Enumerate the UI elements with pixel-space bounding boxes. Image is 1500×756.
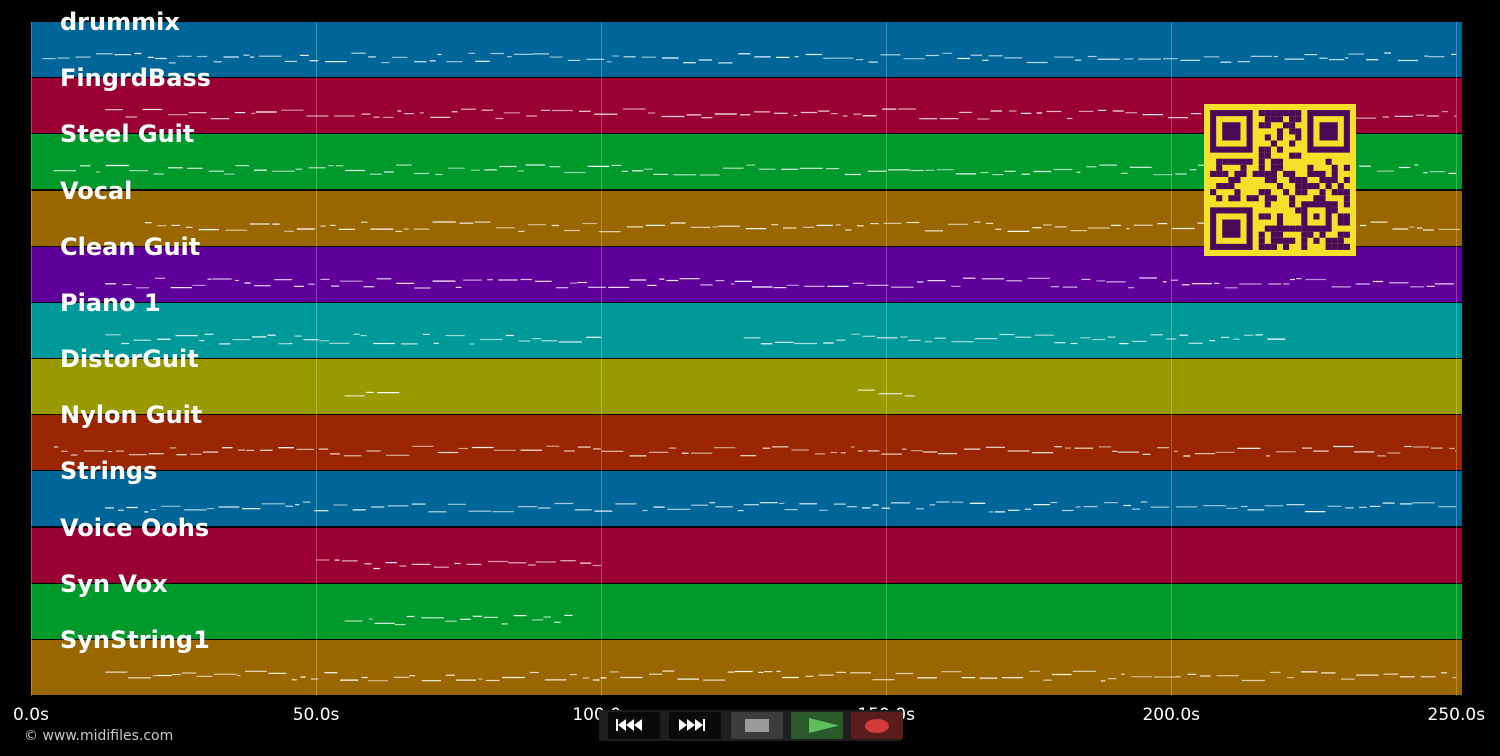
fast-forward-icon — [679, 719, 705, 731]
track-voice-oohs[interactable]: Voice Oohs — [31, 514, 1462, 583]
gridline — [316, 22, 318, 696]
track-notes — [105, 501, 1457, 513]
track-notes — [53, 445, 1457, 457]
stop-button[interactable] — [731, 712, 783, 739]
track-synstring1[interactable]: SynString1 — [31, 626, 1462, 695]
time-tick-label: 0.0s — [13, 705, 49, 725]
copyright-text: © www.midifiles.com — [24, 728, 174, 744]
track-notes — [344, 614, 573, 625]
gridline — [1171, 22, 1173, 696]
rewind-button[interactable] — [608, 712, 660, 739]
play-icon — [809, 718, 839, 733]
track-notes — [316, 558, 602, 569]
stop-icon — [745, 719, 769, 732]
track-notes — [105, 333, 1286, 345]
gridline — [1456, 22, 1458, 696]
track-notes — [42, 52, 1457, 64]
track-drummix[interactable]: drummix — [31, 8, 1462, 77]
time-tick-label: 50.0s — [292, 705, 340, 725]
record-icon — [865, 719, 889, 733]
time-tick-label: 200.0s — [1142, 705, 1200, 725]
track-syn-vox[interactable]: Syn Vox — [31, 570, 1462, 639]
track-strings[interactable]: Strings — [31, 457, 1462, 527]
gridline — [31, 22, 32, 696]
track-area[interactable]: drummix FingrdBass Steel Guit Vocal Clean Gu… — [31, 8, 1462, 696]
gridline — [886, 22, 888, 696]
track-notes — [344, 389, 915, 397]
track-piano-1[interactable]: Piano 1 — [31, 289, 1462, 358]
qr-code — [1204, 104, 1356, 256]
track-notes — [105, 108, 1457, 120]
record-button[interactable] — [851, 712, 903, 739]
transport-controls — [599, 710, 903, 741]
track-distorguit[interactable]: DistorGuit — [31, 345, 1462, 415]
fast-forward-button[interactable] — [669, 712, 721, 739]
track-notes — [105, 277, 1454, 289]
track-nylon-guit[interactable]: Nylon Guit — [31, 401, 1462, 471]
time-tick-label: 250.0s — [1427, 705, 1486, 725]
play-button[interactable] — [791, 712, 843, 739]
gridline — [601, 22, 603, 696]
track-notes — [105, 670, 1457, 682]
rewind-icon — [616, 719, 642, 731]
